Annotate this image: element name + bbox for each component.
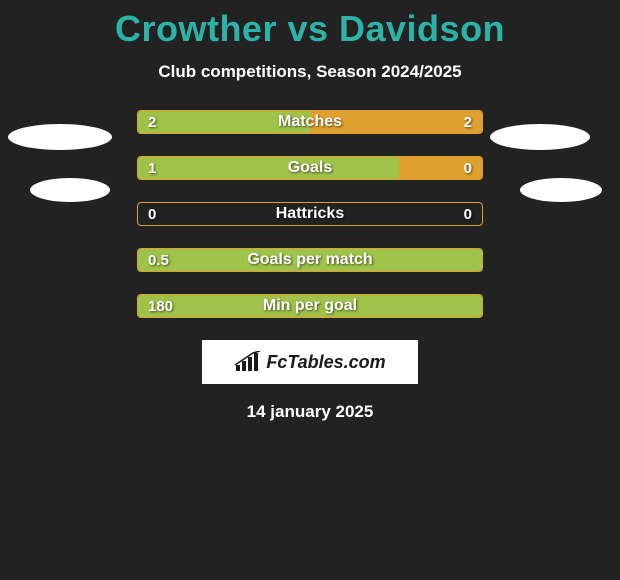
subtitle: Club competitions, Season 2024/2025 (0, 62, 620, 82)
logo-text: FcTables.com (266, 352, 385, 373)
logo-box[interactable]: FcTables.com (202, 340, 418, 384)
stat-bar: 180Min per goal (137, 294, 483, 318)
content-area: 22Matches 10Goals 00Hattricks 0.5Goals per … (0, 110, 620, 422)
stat-bar: 22Matches (137, 110, 483, 134)
comparison-bars: 22Matches 10Goals 00Hattricks 0.5Goals per … (137, 110, 483, 318)
logo-chart-icon (234, 351, 262, 373)
bar-label: Goals per match (138, 249, 482, 271)
stat-bar: 0.5Goals per match (137, 248, 483, 272)
stat-bar: 00Hattricks (137, 202, 483, 226)
player-right-ellipse-2 (520, 178, 602, 202)
bar-label: Goals (138, 157, 482, 179)
bar-label: Matches (138, 111, 482, 133)
bar-label: Min per goal (138, 295, 482, 317)
player-left-ellipse-2 (30, 178, 110, 202)
date-text: 14 january 2025 (0, 402, 620, 422)
player-left-ellipse-1 (8, 124, 112, 150)
page-title: Crowther vs Davidson (0, 0, 620, 50)
player-right-ellipse-1 (490, 124, 590, 150)
stat-bar: 10Goals (137, 156, 483, 180)
bar-label: Hattricks (138, 203, 482, 225)
